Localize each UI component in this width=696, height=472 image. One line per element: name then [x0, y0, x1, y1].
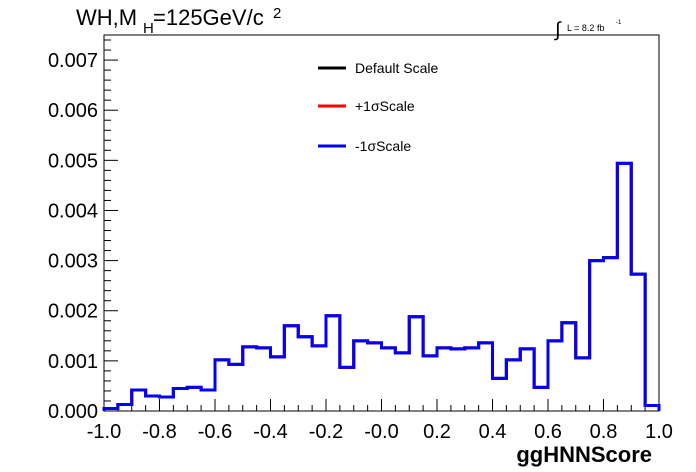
- x-tick-label: 0.2: [423, 421, 451, 443]
- x-tick-label: -0.2: [309, 421, 343, 443]
- y-tick-label: 0.006: [48, 100, 98, 122]
- x-tick-label: -0.0: [364, 421, 398, 443]
- x-tick-label: -0.8: [142, 421, 176, 443]
- y-tick-label: 0.003: [48, 251, 98, 273]
- lumi-text: L = 8.2 fb: [567, 23, 604, 33]
- y-tick-label: 0.001: [48, 351, 98, 373]
- series-line-0: [102, 161, 661, 411]
- title-superscript: 2: [273, 5, 281, 22]
- y-tick-label: 0.002: [48, 301, 98, 323]
- legend-label-default: Default Scale: [355, 60, 438, 76]
- x-tick-label: -0.6: [198, 421, 232, 443]
- legend-label-minus: -1σScale: [355, 138, 411, 154]
- x-tick-label: 0.4: [479, 421, 507, 443]
- y-tick-label: 0.004: [48, 200, 98, 222]
- legend-label-plus: +1σScale: [355, 98, 415, 114]
- series-line-2: [102, 161, 661, 411]
- luminosity-label: ∫ L = 8.2 fb -1: [554, 19, 622, 41]
- x-tick-label: 1.0: [645, 421, 673, 443]
- series-line-1: [102, 161, 661, 411]
- plot-title: WH,M H =125GeV/c 2: [76, 5, 281, 37]
- integral-symbol: ∫: [554, 19, 562, 41]
- legend: Default Scale +1σScale -1σScale: [318, 60, 438, 154]
- title-main: WH,M: [76, 5, 137, 30]
- x-tick-label: -1.0: [87, 421, 121, 443]
- x-axis: -1.0 -0.8 -0.6 -0.4 -0.2 -0.0 0.2 0.4 0.6 0.8 1.0: [87, 399, 673, 443]
- series-group: [102, 161, 661, 411]
- y-tick-label: 0.000: [48, 401, 98, 423]
- y-tick-label: 0.007: [48, 50, 98, 72]
- x-tick-label: 0.8: [590, 421, 618, 443]
- title-rest: =125GeV/c: [153, 5, 264, 30]
- x-tick-label: -0.4: [253, 421, 287, 443]
- lumi-superscript: -1: [616, 20, 622, 26]
- x-axis-label: ggHNNScore: [516, 442, 652, 467]
- title-subscript: H: [143, 20, 154, 37]
- y-axis: 0.000 0.001 0.002 0.003 0.004 0.005 0.006 0.007: [48, 39, 118, 423]
- y-tick-label: 0.005: [48, 150, 98, 172]
- x-tick-label: 0.6: [534, 421, 562, 443]
